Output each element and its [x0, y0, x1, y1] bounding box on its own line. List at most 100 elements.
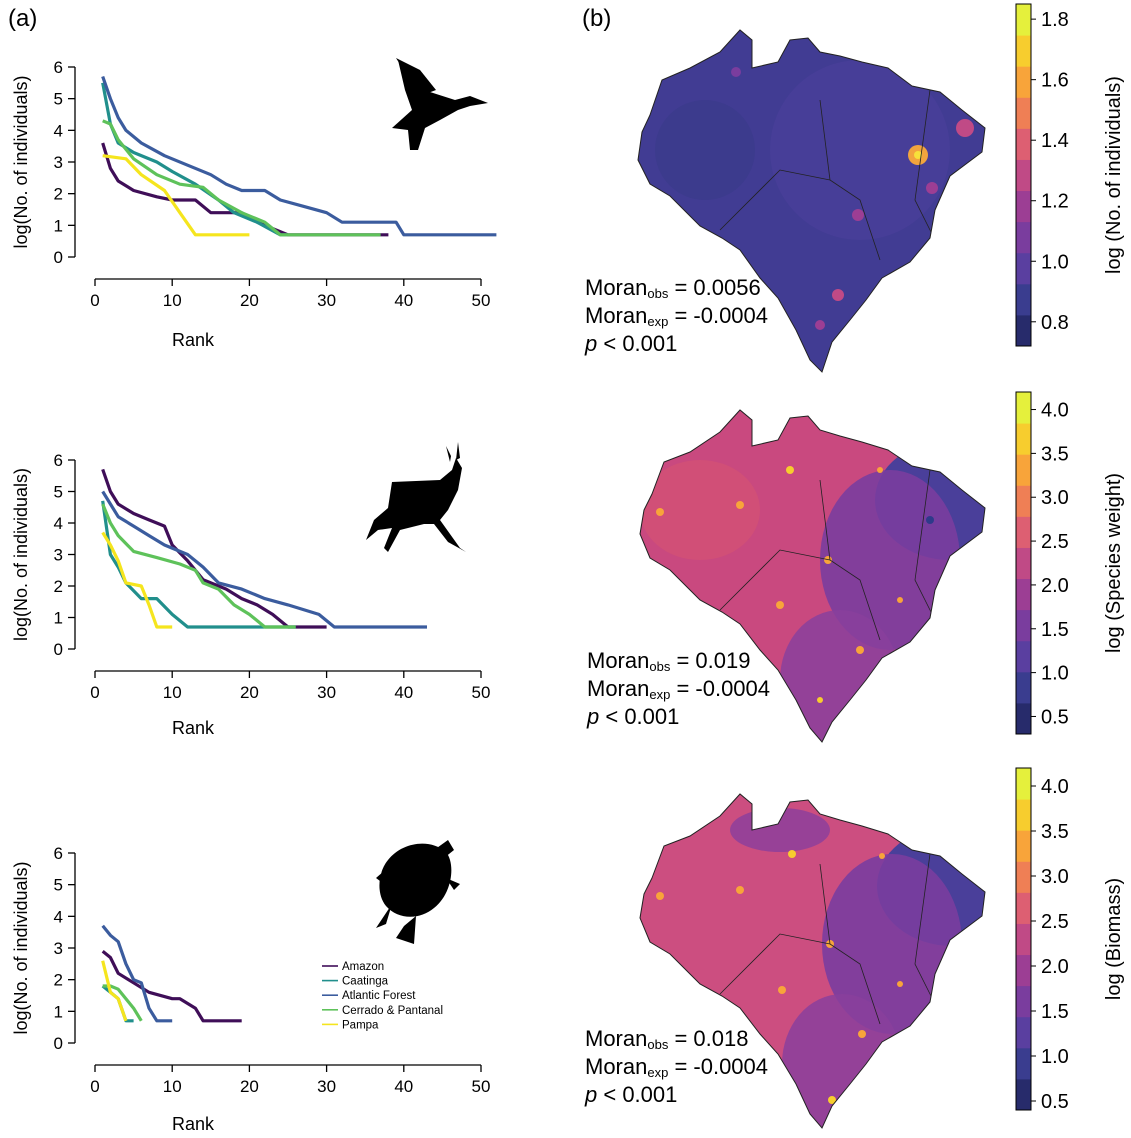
x-tick-label: 20: [240, 683, 259, 702]
legend-label: Cerrado & Pantanal: [342, 1005, 443, 1017]
colorbar-band: [1016, 768, 1031, 800]
colorbar-tick-label: 3.0: [1041, 487, 1069, 509]
series-line-atlantic-forest: [101, 75, 497, 237]
brazil-map-individuals: [637, 29, 986, 373]
colorbar-frame: [1015, 391, 1032, 735]
y-tick-label: 2: [54, 577, 63, 596]
colorbar-band: [1016, 1078, 1031, 1111]
colorbar-band: [1016, 609, 1031, 642]
y-tick-label: 0: [54, 248, 63, 267]
series-line-pampa: [102, 154, 250, 237]
colorbar-band: [1016, 954, 1031, 987]
x-tick-label: 30: [317, 291, 336, 310]
colorbar-band: [1016, 252, 1031, 285]
y-tick-label: 4: [54, 907, 63, 926]
x-tick-label: 40: [394, 1077, 413, 1096]
colorbar-band: [1016, 97, 1031, 129]
y-tick-label: 3: [54, 153, 63, 172]
colorbar-tick-label: 1.5: [1041, 1001, 1069, 1023]
x-tick-label: 10: [163, 683, 182, 702]
y-axis-label: log(No. of individuals): [11, 861, 31, 1034]
colorbar-tick-label: 1.0: [1041, 251, 1069, 273]
colorbar-band: [1016, 830, 1031, 862]
colorbar-tick-label: 2.5: [1041, 911, 1069, 933]
x-tick-label: 40: [394, 291, 413, 310]
y-tick-label: 0: [54, 640, 63, 659]
colorbar-tick-label: 2.0: [1041, 575, 1069, 597]
series-line-atlantic-forest: [101, 490, 427, 629]
colorbar-tick-label: 4.0: [1041, 776, 1069, 798]
colorbar-frame: [1015, 3, 1032, 347]
colorbar-band: [1016, 640, 1031, 673]
x-tick-label: 50: [472, 1077, 491, 1096]
colorbar-band: [1016, 671, 1031, 704]
colorbar-band: [1016, 423, 1031, 455]
legend-label: Atlantic Forest: [342, 990, 416, 1002]
series-line-atlantic-forest: [101, 924, 173, 1023]
colorbar-band: [1016, 799, 1031, 831]
colorbar-band: [1016, 35, 1031, 67]
colorbar-band: [1016, 314, 1031, 347]
series-line-caatinga: [101, 82, 288, 237]
y-tick-label: 6: [54, 451, 63, 470]
colorbar-tick-label: 2.5: [1041, 531, 1069, 553]
x-axis-label: Rank: [172, 330, 215, 350]
colorbar-band: [1016, 190, 1031, 223]
colorbar-band: [1016, 221, 1031, 254]
x-tick-label: 0: [90, 1077, 99, 1096]
colorbar-tick-label: 3.5: [1041, 443, 1069, 465]
turtle-silhouette-icon: [376, 840, 460, 944]
colorbar-band: [1016, 392, 1031, 424]
colorbar-title: log (Species weight): [1103, 473, 1125, 653]
colorbar-tick-label: 1.2: [1041, 191, 1069, 213]
colorbar-band: [1016, 923, 1031, 956]
colorbar-tick-label: 1.5: [1041, 619, 1069, 641]
bird-silhouette-icon: [392, 58, 488, 150]
colorbar-tick-label: 1.0: [1041, 1046, 1069, 1068]
y-tick-label: 6: [54, 844, 63, 863]
x-tick-label: 40: [394, 683, 413, 702]
x-tick-label: 50: [472, 291, 491, 310]
colorbar-frame: [1015, 767, 1032, 1111]
colorbar-title: log (No. of individuals): [1103, 76, 1125, 274]
colorbar-band: [1016, 702, 1031, 735]
colorbar-tick-label: 1.8: [1041, 9, 1069, 31]
deer-silhouette-icon: [366, 442, 466, 552]
colorbar-biomass: 0.5 1.0 1.5 2.0 2.5 3.0 3.5 4.0 log (Biomass): [1015, 767, 1125, 1113]
x-tick-label: 50: [472, 683, 491, 702]
x-tick-label: 20: [240, 291, 259, 310]
y-tick-label: 0: [54, 1034, 63, 1053]
x-tick-label: 0: [90, 683, 99, 702]
colorbar-species-weight: 0.5 1.0 1.5 2.0 2.5 3.0 3.5 4.0 log (Species wei…: [1015, 391, 1125, 735]
colorbar-band: [1016, 985, 1031, 1018]
x-axis-label: Rank: [172, 718, 215, 738]
series-line-amazon: [101, 949, 242, 1023]
colorbar-band: [1016, 892, 1031, 924]
series-line-amazon: [101, 468, 327, 629]
y-tick-label: 5: [54, 90, 63, 109]
colorbar-band: [1016, 159, 1031, 192]
colorbar-band: [1016, 66, 1031, 98]
y-tick-label: 5: [54, 483, 63, 502]
y-tick-label: 1: [54, 609, 63, 628]
colorbar-tick-label: 1.4: [1041, 130, 1069, 152]
colorbar-tick-label: 0.5: [1041, 1091, 1069, 1113]
y-axis-label: log(No. of individuals): [11, 468, 31, 641]
moran-stat-line: Moranobs = 0.0056: [585, 275, 761, 301]
y-tick-label: 4: [54, 514, 63, 533]
colorbar-tick-label: 3.0: [1041, 866, 1069, 888]
brazil-map-biomass: [639, 793, 986, 1129]
moran-stat-line: p < 0.001: [584, 331, 677, 356]
series-line-cerrado-pantanal: [101, 503, 296, 629]
moran-stat-line: p < 0.001: [586, 704, 679, 729]
colorbar-band: [1016, 516, 1031, 548]
series-line-pampa: [101, 960, 128, 1022]
colorbar-tick-label: 0.5: [1041, 706, 1069, 728]
legend-label: Amazon: [342, 961, 384, 973]
y-tick-label: 3: [54, 546, 63, 565]
x-tick-label: 0: [90, 291, 99, 310]
colorbar-tick-label: 3.5: [1041, 821, 1069, 843]
